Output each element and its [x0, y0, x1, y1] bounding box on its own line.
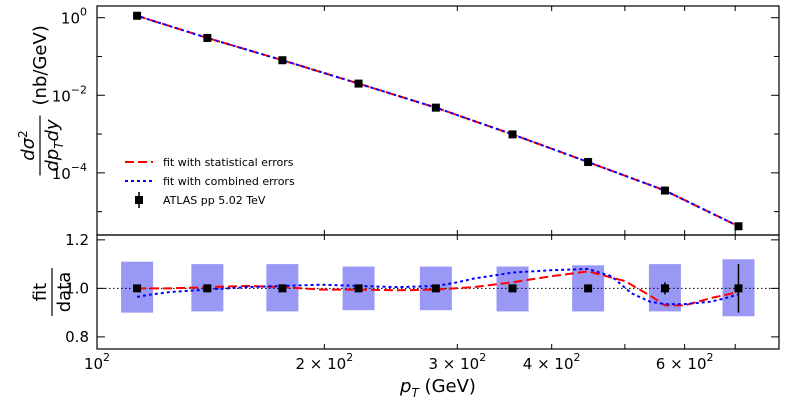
ratio-data-point — [278, 284, 287, 293]
data-point — [734, 222, 743, 231]
ratio-y-tick-label: 1.2 — [65, 231, 89, 249]
ratio-label-numerator: fit — [30, 283, 51, 301]
legend: fit with statistical errors fit with comb… — [125, 156, 295, 208]
bottom-y-label: fit data — [30, 268, 75, 316]
y-tick-label: 10−4 — [52, 161, 87, 183]
top-panel: 100 10−2 10−4 — [52, 5, 780, 236]
data-point — [660, 186, 669, 195]
ratio-data-point — [203, 284, 212, 293]
ratio-fit-stat-curve — [137, 270, 739, 307]
data-point — [203, 33, 212, 42]
bottom-frame — [96, 234, 780, 350]
x-tick-label: 4 × 102 — [523, 351, 581, 373]
x-tick-label: 3 × 102 — [428, 351, 486, 373]
ratio-label-denominator: data — [54, 272, 75, 313]
y-label-denominator: dpTdy — [42, 119, 66, 172]
ratio-data-point — [133, 284, 142, 293]
data-point — [278, 56, 287, 65]
ratio-data-point — [354, 284, 363, 293]
y-label-numerator: dσ2 — [16, 130, 39, 160]
data-point — [431, 103, 440, 112]
y-tick-label: 10−2 — [52, 83, 87, 105]
data-point — [354, 79, 363, 88]
legend-entry-label: fit with statistical errors — [163, 156, 294, 169]
ratio-data-point — [660, 284, 669, 293]
ratio-y-tick-label: 1.0 — [65, 279, 89, 297]
ratio-data-point — [584, 284, 593, 293]
x-tick-label: 102 — [84, 351, 110, 373]
bottom-panel: 0.8 1.0 1.2 102 2 × 102 3 × 102 4 × 102 6 × 102 — [65, 231, 780, 373]
x-tick-label: 2 × 102 — [295, 351, 353, 373]
data-point — [584, 158, 593, 167]
data-point — [133, 11, 142, 20]
ratio-data-point — [734, 284, 743, 293]
ratio-data-point — [431, 284, 440, 293]
ratio-fit-comb-curve — [136, 267, 739, 306]
ratio-data-point — [508, 284, 517, 293]
y-tick-label: 100 — [61, 6, 87, 28]
x-tick-label: 6 × 102 — [656, 351, 714, 373]
legend-entry-label: ATLAS pp 5.02 TeV — [163, 194, 266, 207]
ratio-y-tick-label: 0.8 — [65, 328, 89, 346]
data-point — [508, 130, 517, 139]
x-axis-label: pT (GeV) — [399, 376, 476, 400]
y-label-units: (nb/GeV) — [30, 25, 51, 105]
legend-entry-label: fit with combined errors — [163, 175, 295, 188]
